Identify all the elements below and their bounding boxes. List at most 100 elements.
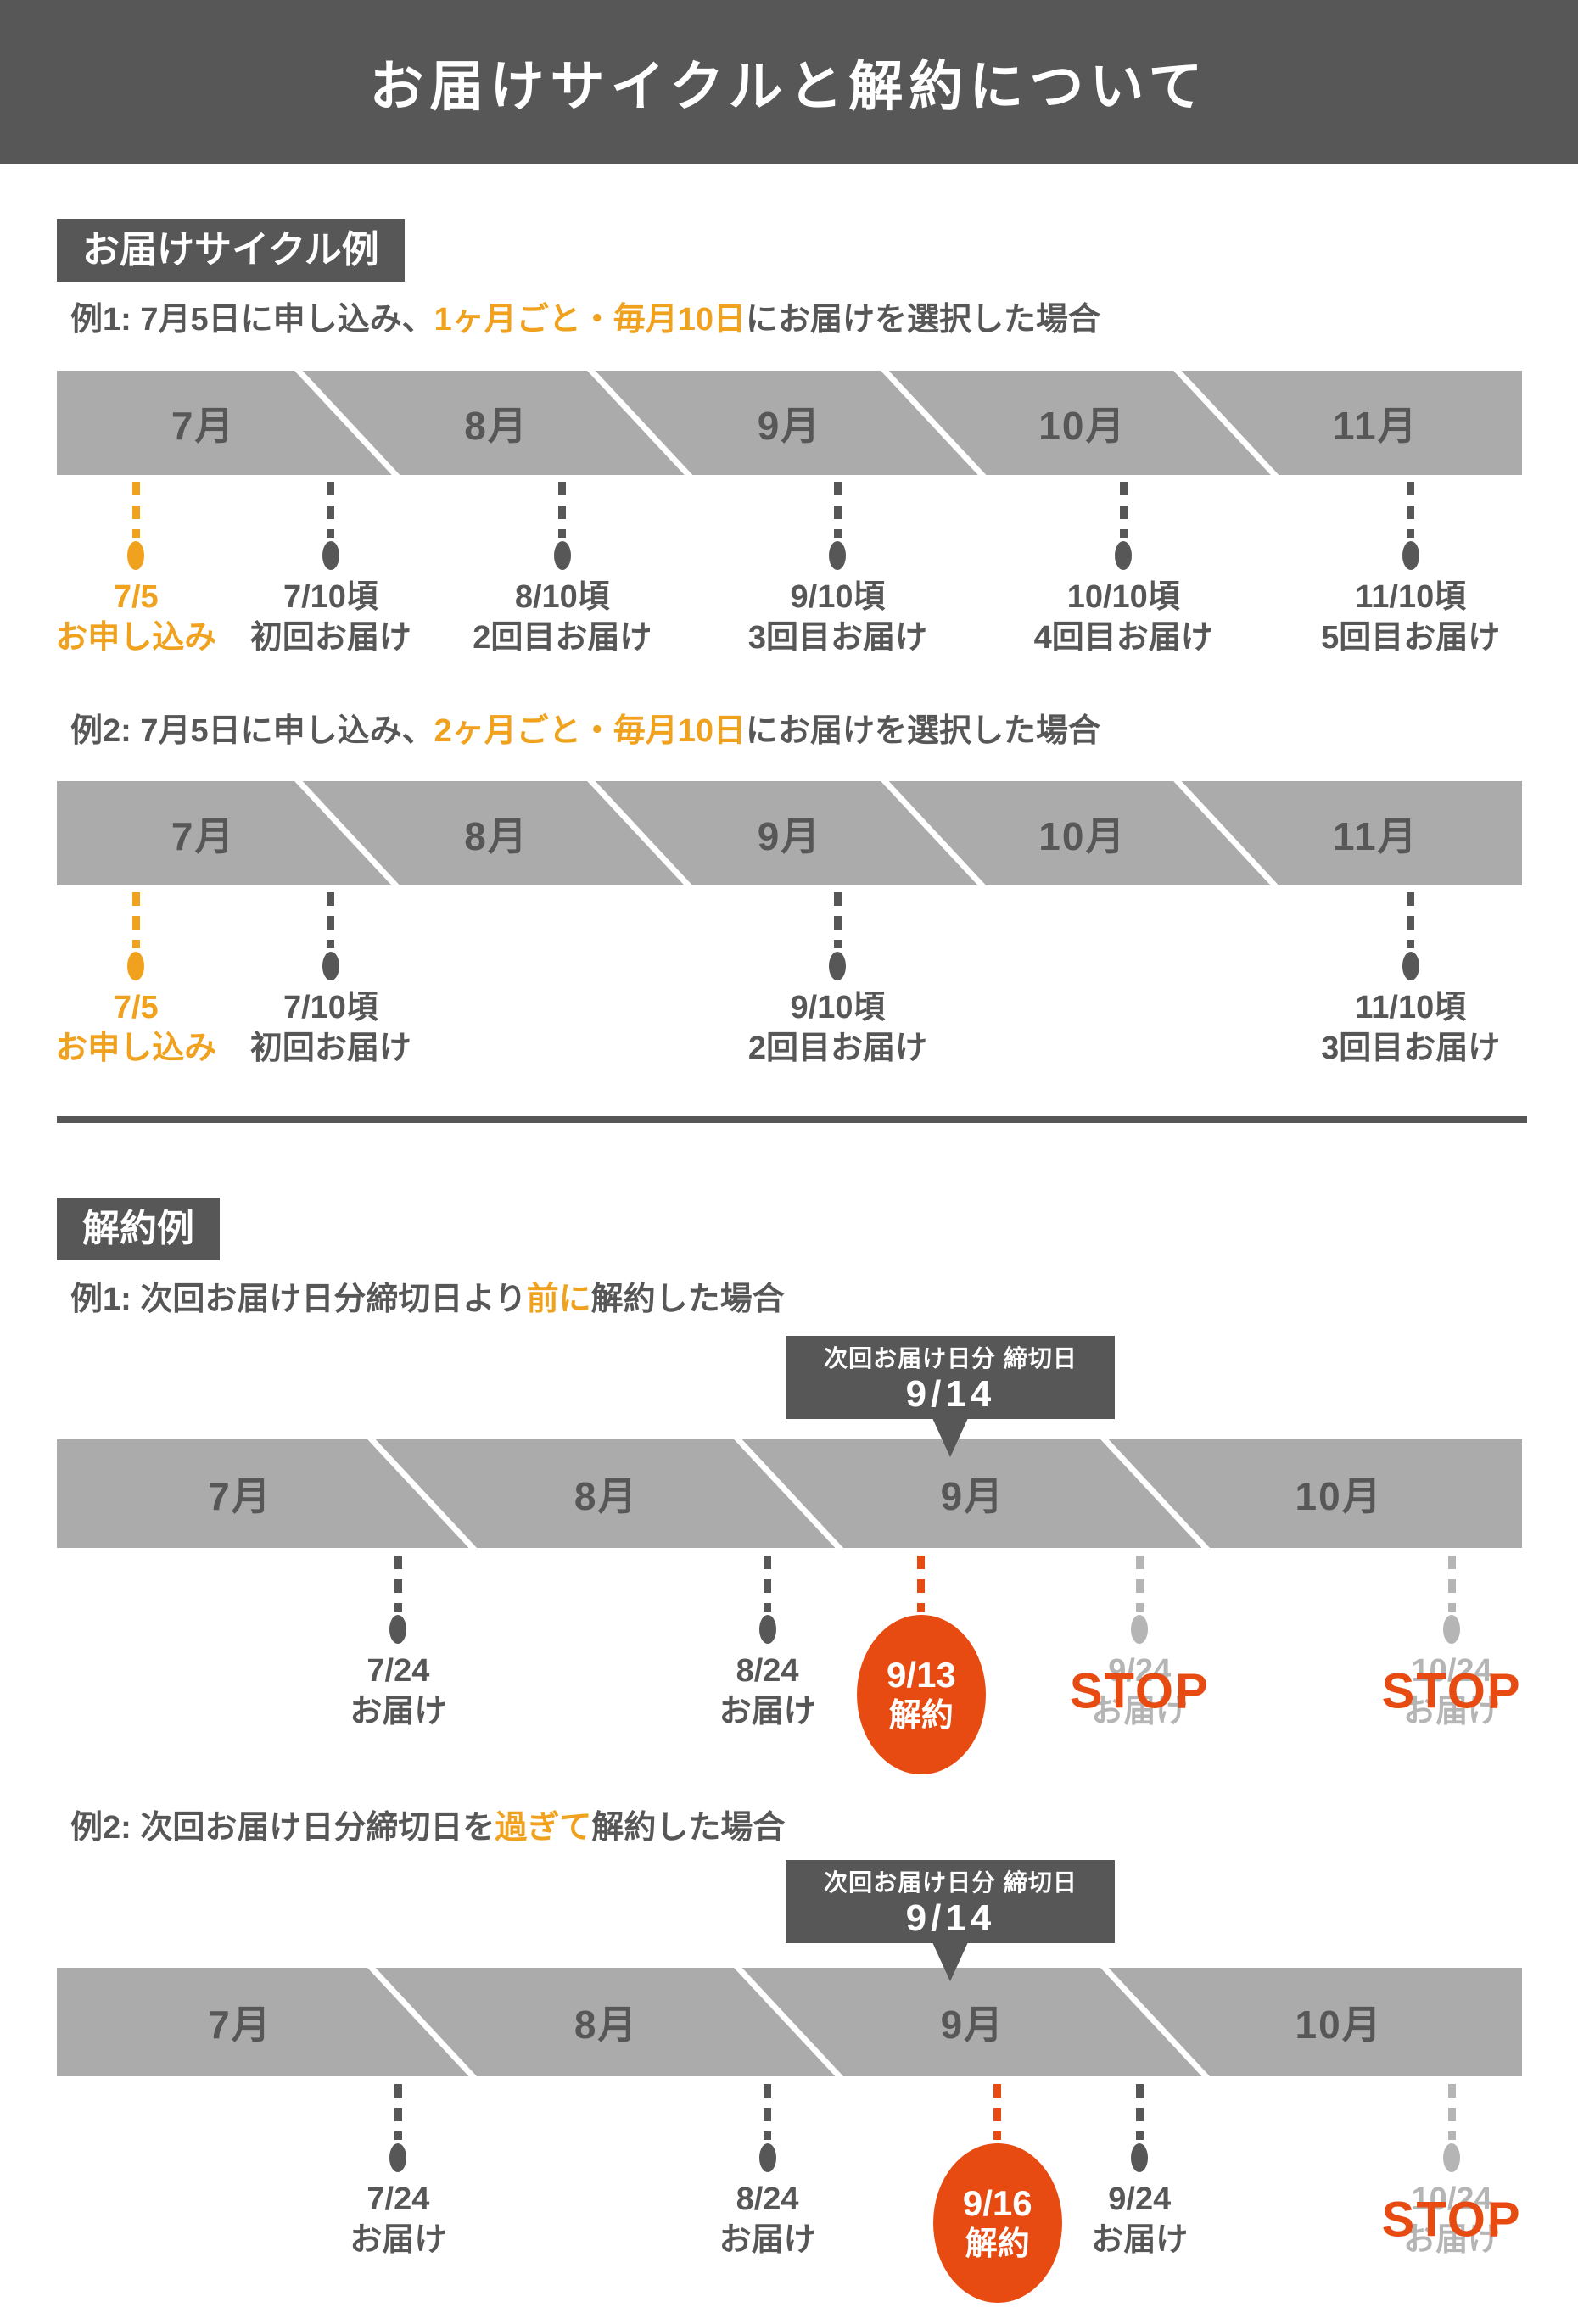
marker-date: 11/10頃 bbox=[1355, 579, 1467, 615]
marker-date: 8/10頃 bbox=[514, 579, 610, 615]
marker-date: 9/24 bbox=[1108, 2182, 1172, 2217]
month-label: 7月 bbox=[171, 403, 236, 448]
marker-dot bbox=[1443, 1615, 1461, 1644]
month-label: 11月 bbox=[1332, 813, 1419, 858]
month-label: 9月 bbox=[940, 2003, 1005, 2047]
month-label: 8月 bbox=[464, 403, 529, 448]
marker-label: お届け bbox=[350, 2222, 447, 2258]
callout-pointer bbox=[932, 1942, 969, 1981]
marker-dot bbox=[1131, 1615, 1149, 1644]
stop-overlay: STOP bbox=[1069, 1663, 1210, 1719]
marker-dot bbox=[1443, 2143, 1461, 2172]
marker-date: 10/10頃 bbox=[1066, 579, 1180, 615]
content-column: お届けサイクル例 例1: 7月5日に申し込み、1ヶ月ごと・毎月10日にお届けを選… bbox=[55, 164, 1527, 2303]
marker-dashed-line bbox=[132, 892, 140, 948]
heading-segment: 例2: 7月5日に申し込み、 bbox=[70, 713, 434, 749]
timeline-marker-9/24: 9/24 お届け STOP bbox=[995, 1556, 1284, 1732]
deadline-callout: 次回お届け日分 締切日 9/14 bbox=[786, 1860, 1116, 1981]
cancel-label: 解約 bbox=[965, 2226, 1030, 2262]
marker-dashed-line bbox=[1407, 482, 1415, 538]
heading-segment: 前に bbox=[526, 1282, 591, 1317]
band-separator bbox=[723, 1439, 856, 1548]
heading-segment: 解約した場合 bbox=[591, 1810, 786, 1846]
marker-label: 初回お届け bbox=[249, 620, 411, 656]
marker-label: 3回目お届け bbox=[1321, 1031, 1501, 1066]
band-separator bbox=[723, 1968, 856, 2076]
cancel-badge: 9/16 解約 bbox=[932, 2143, 1062, 2303]
band-separator bbox=[577, 371, 709, 475]
month-label: 7月 bbox=[171, 813, 236, 858]
month-label: 10月 bbox=[1295, 1474, 1383, 1518]
marker-dashed-line bbox=[394, 1556, 402, 1612]
month-label: 8月 bbox=[464, 813, 529, 858]
timeline-marker-11/10頃: 11/10頃 3回目お届け bbox=[1267, 892, 1555, 1069]
marker-date: 7/5 bbox=[113, 990, 159, 1025]
marker-date: 7/5 bbox=[113, 579, 159, 615]
marker-dashed-line bbox=[1447, 1556, 1456, 1612]
month-label: 8月 bbox=[574, 1474, 639, 1518]
marker-row-cycle-2: 7/5 お申し込み 7/10頃 初回お届け 9/10頃 2回目お届け 11/10頃 3回目お届… bbox=[55, 892, 1522, 1070]
month-label: 7月 bbox=[208, 2003, 272, 2047]
cancel-date: 9/16 bbox=[962, 2183, 1032, 2223]
example-heading-cancel-2: 例2: 次回お届け日分締切日を過ぎて解約した場合 bbox=[70, 1807, 1522, 1848]
heading-segment: 例1: 7月5日に申し込み、 bbox=[70, 302, 434, 338]
timeline-marker-9/10頃: 9/10頃 3回目お届け bbox=[693, 482, 982, 658]
example-heading-cancel-1: 例1: 次回お届け日分締切日より前に解約した場合 bbox=[70, 1279, 1522, 1320]
cancel-section-label: 解約例 bbox=[57, 1198, 220, 1260]
band-separator bbox=[283, 371, 416, 475]
marker-dot bbox=[322, 952, 339, 980]
marker-date: 7/24 bbox=[367, 2182, 430, 2217]
example-heading-cycle-1: 例1: 7月5日に申し込み、1ヶ月ごと・毎月10日にお届けを選択した場合 bbox=[70, 299, 1522, 340]
band-separator bbox=[870, 371, 1002, 475]
marker-dot bbox=[1131, 2143, 1149, 2172]
cancel-label: 解約 bbox=[888, 1698, 954, 1734]
marker-dot bbox=[127, 541, 145, 570]
heading-segment: 1ヶ月ごと・毎月10日 bbox=[434, 302, 747, 338]
marker-label: お届け bbox=[719, 2222, 816, 2258]
month-label: 8月 bbox=[574, 2003, 639, 2047]
marker-dashed-line bbox=[1447, 2084, 1456, 2140]
marker-date: 7/10頃 bbox=[283, 990, 378, 1025]
marker-dot bbox=[829, 952, 847, 980]
marker-date: 7/10頃 bbox=[283, 579, 378, 615]
band-separator bbox=[283, 781, 416, 885]
callout-pointer bbox=[932, 1418, 969, 1457]
month-label: 9月 bbox=[757, 403, 822, 448]
month-band-cycle-2: 7月 8月 9月 10月 11月 bbox=[57, 781, 1522, 885]
marker-dot bbox=[1115, 541, 1133, 570]
marker-dashed-line bbox=[833, 482, 842, 538]
marker-dot bbox=[127, 952, 145, 980]
marker-dashed-line bbox=[558, 482, 567, 538]
marker-dot bbox=[1402, 952, 1419, 980]
marker-dashed-line bbox=[764, 2084, 772, 2140]
deadline-callout-wrap: 次回お届け日分 締切日 9/14 bbox=[57, 1860, 1522, 1981]
band-separator bbox=[1089, 1968, 1222, 2076]
marker-date: 10/24 bbox=[1411, 2182, 1492, 2217]
month-band-cancel-1: 7月 8月 9月 10月 bbox=[57, 1439, 1522, 1548]
timeline-marker-11/10頃: 11/10頃 5回目お届け bbox=[1267, 482, 1555, 658]
marker-label: お申し込み bbox=[55, 620, 217, 656]
cancel-section: 例1: 次回お届け日分締切日より前に解約した場合次回お届け日分 締切日 9/14 7… bbox=[57, 1279, 1522, 2303]
deadline-callout-date: 9/14 bbox=[905, 1373, 996, 1415]
marker-label: お申し込み bbox=[55, 1031, 217, 1066]
deadline-callout: 次回お届け日分 締切日 9/14 bbox=[786, 1336, 1116, 1457]
marker-label: 2回目お届け bbox=[473, 620, 652, 656]
marker-dashed-line bbox=[1407, 892, 1415, 948]
month-label: 7月 bbox=[208, 1474, 272, 1518]
marker-dot bbox=[389, 1615, 407, 1644]
marker-row-cancel-1: 7/24 お届け 8/24 お届け 9/13 解約 9/24 お届け STOP 10/24 お届け S… bbox=[57, 1556, 1522, 1774]
month-label: 10月 bbox=[1038, 403, 1127, 448]
deadline-callout-wrap: 次回お届け日分 締切日 9/14 bbox=[57, 1336, 1522, 1457]
marker-label: お届け bbox=[1091, 1694, 1189, 1729]
marker-dashed-line bbox=[1135, 1556, 1144, 1612]
marker-dot bbox=[553, 541, 571, 570]
marker-label: お届け bbox=[1403, 2222, 1501, 2258]
band-separator bbox=[1089, 1439, 1222, 1548]
marker-dashed-line bbox=[327, 482, 335, 538]
timeline-marker-7/10頃: 7/10頃初回お届け bbox=[187, 482, 475, 658]
deadline-callout-label: 次回お届け日分 締切日 bbox=[824, 1345, 1077, 1371]
marker-dashed-line bbox=[1135, 2084, 1144, 2140]
marker-dot bbox=[758, 2143, 776, 2172]
band-separator bbox=[1163, 781, 1295, 885]
